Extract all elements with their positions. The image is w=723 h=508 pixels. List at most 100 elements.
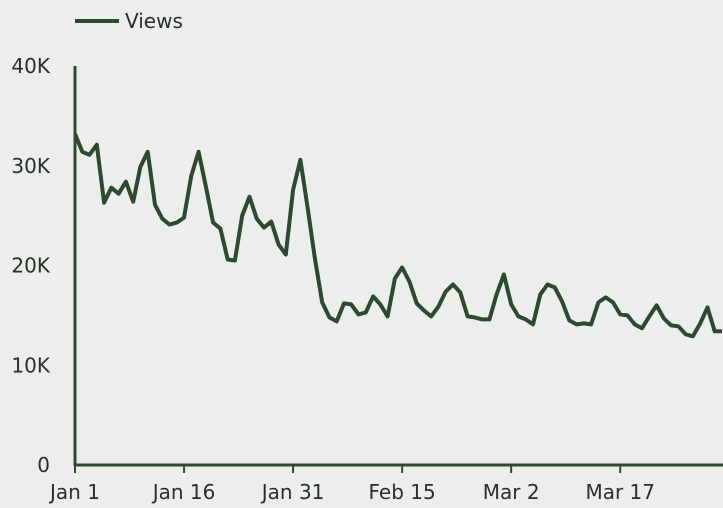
data-point [481,318,484,321]
data-point [335,320,338,323]
data-point [582,322,585,325]
data-point [662,317,665,320]
data-point [648,315,651,318]
data-point [342,302,345,305]
data-point [590,323,593,326]
data-point [408,280,411,283]
data-point [670,324,673,327]
data-point [706,306,709,309]
x-tick-label: Jan 16 [151,480,216,504]
data-point [539,293,542,296]
data-point [677,325,680,328]
data-point [641,327,644,330]
data-point [372,295,375,298]
data-point [524,318,527,321]
data-point [619,313,622,316]
data-point [546,283,549,286]
data-point [473,316,476,319]
data-point [255,217,258,220]
data-point [124,180,127,183]
x-tick-label: Mar 2 [483,480,540,504]
data-point [161,217,164,220]
data-point [386,315,389,318]
data-point [139,165,142,168]
data-point [183,216,186,219]
data-point [502,273,505,276]
data-point [321,301,324,304]
data-point [190,174,193,177]
data-point [611,301,614,304]
data-point [197,150,200,153]
data-point [699,322,702,325]
data-point [633,323,636,326]
data-point [204,185,207,188]
data-point [713,330,716,333]
data-point [510,303,513,306]
y-tick-label: 20K [11,254,50,278]
data-point [226,258,229,261]
data-point [604,296,607,299]
data-point [212,221,215,224]
data-point [146,150,149,153]
data-point [364,311,367,314]
data-point [270,220,273,223]
y-tick-label: 0 [37,453,50,477]
data-point [626,314,629,317]
x-axis: Jan 1 Jan 16 Jan 31 Feb 15 Mar 2 Mar 17 [48,463,723,504]
data-point [132,200,135,203]
data-point [401,266,404,269]
data-point [357,313,360,316]
data-point [575,323,578,326]
data-point [437,305,440,308]
data-point [379,303,382,306]
x-tick-label: Jan 1 [48,480,100,504]
data-point [306,206,309,209]
legend: Views [75,9,183,33]
data-point [684,333,687,336]
data-point [328,316,331,319]
data-point [88,153,91,156]
data-point [277,243,280,246]
data-point [233,259,236,262]
data-point [597,301,600,304]
data-point [422,309,425,312]
y-tick-label: 10K [11,353,50,377]
data-point [561,300,564,303]
legend-label-views: Views [125,9,183,33]
data-point [284,253,287,256]
data-point [103,201,106,204]
data-point [415,302,418,305]
data-point [691,335,694,338]
data-point [74,132,77,135]
data-point [117,192,120,195]
data-point [393,277,396,280]
data-point [292,188,295,191]
data-point [313,257,316,260]
x-tick-label: Jan 31 [260,480,325,504]
data-point [299,158,302,161]
data-point [655,304,658,307]
data-point [495,293,498,296]
data-point [175,221,178,224]
data-point [350,303,353,306]
data-point [553,286,556,289]
data-point [153,203,156,206]
data-point [452,283,455,286]
y-tick-label: 30K [11,154,50,178]
data-point [531,323,534,326]
data-point [568,319,571,322]
data-point [110,186,113,189]
data-points [74,132,723,337]
data-point [95,143,98,146]
data-point [81,150,84,153]
data-point [241,214,244,217]
views-series-line [73,133,722,339]
data-point [488,318,491,321]
data-point [430,315,433,318]
y-tick-label: 40K [11,54,50,78]
data-point [466,315,469,318]
x-tick-label: Mar 17 [585,480,655,504]
x-tick-label: Feb 15 [369,480,436,504]
data-point [444,290,447,293]
